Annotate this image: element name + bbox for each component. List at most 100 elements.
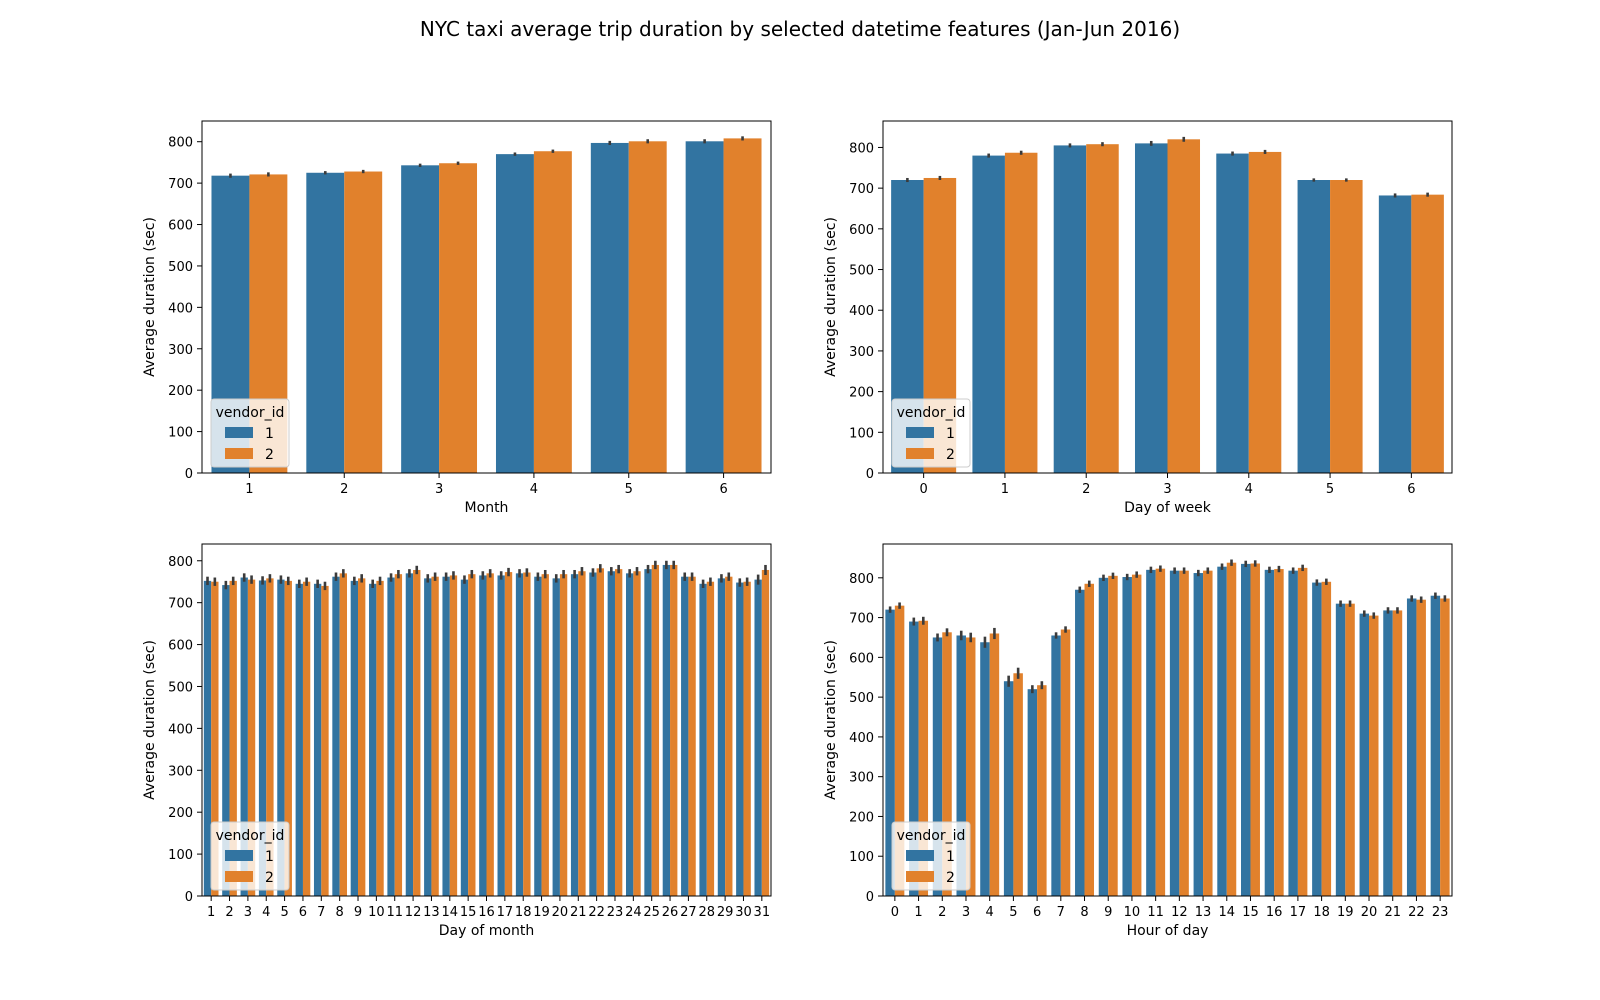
- bar-vendor-1-13: [1193, 573, 1204, 896]
- x-tick-label: 3: [1163, 482, 1171, 497]
- bar-vendor-1-1: [972, 155, 1005, 473]
- bar-vendor-2-22: [596, 568, 604, 896]
- x-tick-label: 4: [986, 905, 994, 920]
- bar-vendor-2-0: [894, 605, 905, 896]
- legend-swatch-2: [225, 871, 253, 882]
- x-tick-label: 11: [1147, 905, 1164, 920]
- bar-vendor-1-2: [932, 637, 943, 896]
- y-axis-label: Average duration (sec): [823, 640, 839, 800]
- x-tick-label: 21: [1384, 905, 1401, 920]
- x-tick-label: 12: [1171, 905, 1188, 920]
- bar-vendor-2-5: [1330, 180, 1363, 473]
- x-axis-label: Day of week: [1124, 500, 1212, 516]
- bar-vendor-1-7: [1051, 635, 1061, 896]
- x-tick-label: 7: [317, 905, 325, 920]
- bar-vendor-2-10: [1131, 574, 1142, 896]
- bar-vendor-1-4: [1216, 153, 1249, 473]
- x-tick-label: 20: [1361, 905, 1378, 920]
- bar-vendor-2-25: [651, 564, 660, 896]
- y-tick-label: 0: [866, 467, 874, 482]
- x-tick-label: 8: [1080, 905, 1088, 920]
- legend-entry-2: 2: [265, 870, 274, 886]
- y-tick-label: 800: [849, 572, 874, 587]
- x-tick-label: 9: [354, 905, 362, 920]
- bar-vendor-1-30: [736, 582, 744, 896]
- bar-vendor-1-5: [277, 579, 285, 896]
- y-tick-label: 300: [849, 771, 874, 786]
- x-tick-label: 5: [625, 482, 633, 497]
- bar-vendor-2-14: [449, 575, 458, 896]
- y-tick-label: 400: [849, 304, 874, 319]
- x-tick-label: 4: [530, 482, 538, 497]
- legend-entry-2: 2: [946, 870, 955, 886]
- x-tick-label: 0: [920, 482, 928, 497]
- y-axis-label: Average duration (sec): [142, 217, 158, 377]
- bar-vendor-2-6: [723, 138, 762, 473]
- bar-vendor-2-28: [706, 581, 715, 896]
- x-tick-label: 28: [698, 905, 715, 920]
- x-tick-label: 21: [570, 905, 587, 920]
- bar-vendor-1-2: [1053, 145, 1087, 473]
- bar-vendor-1-14: [442, 576, 450, 896]
- x-tick-label: 14: [442, 905, 459, 920]
- bar-vendor-1-3: [401, 165, 440, 473]
- bar-vendor-2-1: [1004, 152, 1038, 474]
- x-tick-label: 16: [478, 905, 495, 920]
- legend-swatch-1: [906, 850, 934, 861]
- bar-vendor-1-24: [625, 573, 634, 896]
- x-tick-label: 15: [460, 905, 477, 920]
- bar-vendor-1-6: [1378, 195, 1412, 473]
- bar-vendor-2-4: [533, 151, 572, 473]
- bar-vendor-2-31: [761, 569, 770, 896]
- bar-vendor-2-16: [1274, 569, 1284, 896]
- bar-vendor-2-5: [1013, 673, 1023, 896]
- x-tick-label: 14: [1218, 905, 1235, 920]
- bar-vendor-2-3: [247, 579, 256, 896]
- y-tick-label: 300: [168, 343, 193, 358]
- x-tick-label: 10: [1124, 905, 1141, 920]
- bar-vendor-1-0: [885, 609, 895, 896]
- y-tick-label: 100: [168, 426, 193, 441]
- legend-entry-1: 1: [946, 426, 955, 442]
- bar-vendor-2-20: [1369, 615, 1379, 896]
- x-axis-label: Hour of day: [1127, 923, 1209, 939]
- bar-vendor-2-11: [1155, 568, 1166, 896]
- x-tick-label: 13: [1195, 905, 1212, 920]
- bar-vendor-1-11: [1146, 569, 1156, 896]
- legend: vendor_id 1 2: [210, 821, 290, 891]
- x-tick-label: 31: [754, 905, 771, 920]
- y-tick-label: 0: [866, 890, 874, 905]
- x-tick-label: 7: [1057, 905, 1065, 920]
- x-tick-label: 0: [891, 905, 899, 920]
- bar-vendor-2-20: [559, 574, 568, 896]
- x-tick-label: 17: [1290, 905, 1307, 920]
- bar-vendor-2-16: [486, 573, 494, 896]
- bar-vendor-1-16: [1264, 569, 1275, 896]
- x-tick-label: 2: [225, 905, 233, 920]
- y-tick-label: 200: [849, 810, 874, 825]
- bar-vendor-2-3: [439, 163, 478, 474]
- y-tick-label: 500: [849, 264, 874, 279]
- y-tick-label: 200: [849, 386, 874, 401]
- y-tick-label: 0: [185, 890, 193, 905]
- legend-swatch-2: [225, 448, 253, 459]
- y-tick-label: 800: [168, 136, 193, 151]
- x-tick-label: 20: [552, 905, 569, 920]
- bar-vendor-2-22: [1416, 599, 1426, 896]
- y-tick-label: 400: [168, 722, 193, 737]
- bar-vendor-2-8: [1084, 583, 1095, 896]
- bar-vendor-2-17: [504, 572, 513, 896]
- y-tick-label: 500: [168, 680, 193, 695]
- y-tick-label: 300: [849, 345, 874, 360]
- x-tick-label: 5: [1326, 482, 1334, 497]
- x-axis-label: Month: [465, 500, 509, 516]
- bar-vendor-2-4: [266, 578, 274, 896]
- bar-vendor-1-12: [1169, 570, 1180, 896]
- bar-vendor-1-17: [497, 575, 505, 896]
- x-tick-label: 19: [533, 905, 550, 920]
- bar-vendor-2-9: [358, 578, 366, 896]
- bar-vendor-1-15: [460, 579, 469, 896]
- bar-vendor-1-12: [405, 573, 414, 896]
